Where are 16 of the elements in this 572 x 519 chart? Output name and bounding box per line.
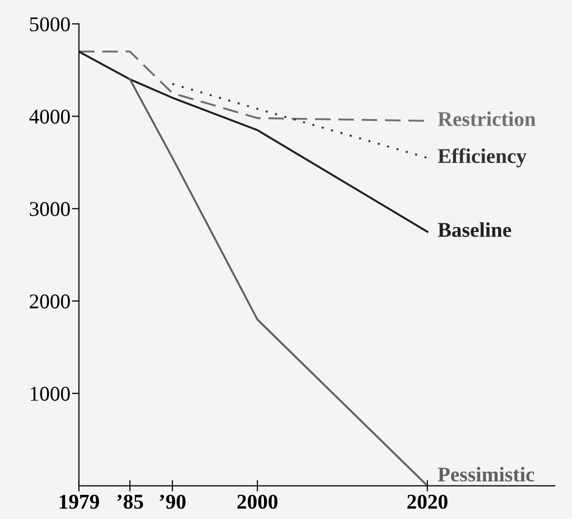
line-series	[78, 50, 428, 233]
y-tick-label: 1000	[30, 386, 70, 401]
x-tick-label: 1979	[60, 494, 100, 509]
series-label: Restriction	[438, 111, 536, 126]
y-tick-label: 5000	[30, 17, 70, 32]
x-tick-label: ’85	[117, 494, 144, 509]
series-label: Baseline	[438, 222, 512, 237]
y-tick-label: 2000	[30, 294, 70, 308]
x-tick-label: 2020	[407, 494, 448, 509]
line-series	[128, 78, 428, 486]
x-tick-label: 2000	[237, 494, 278, 509]
x-tick-label: ’90	[160, 494, 186, 509]
series-label: Efficiency	[438, 148, 526, 168]
y-tick-label: 3000	[30, 202, 70, 216]
series-label: Pessimistic	[438, 466, 534, 482]
y-tick-label: 4000	[29, 110, 70, 124]
